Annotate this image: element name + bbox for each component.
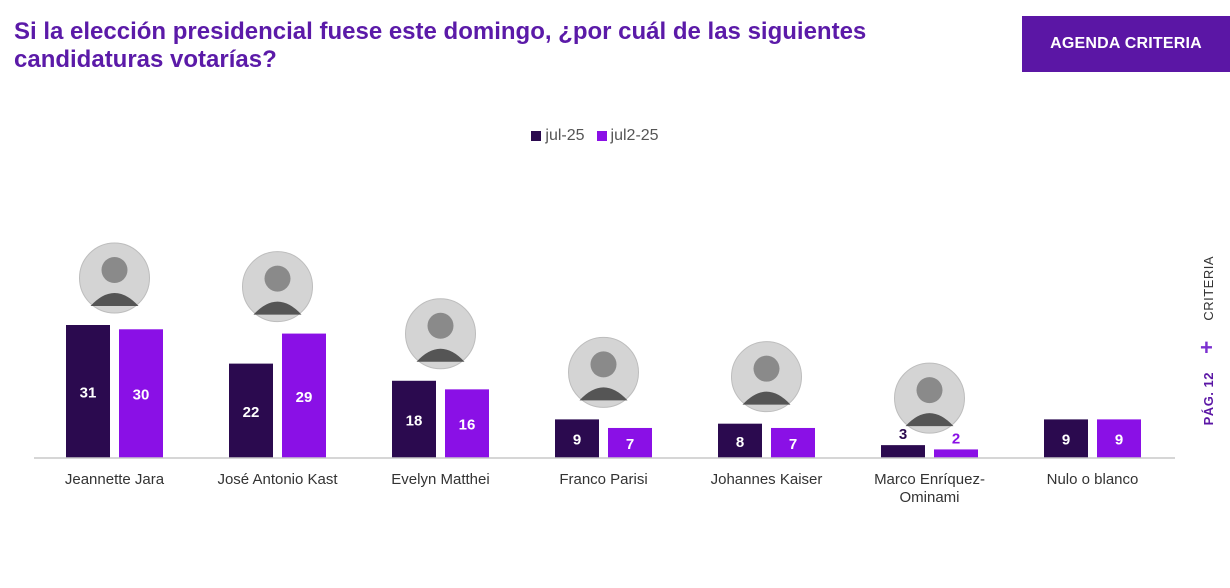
data-label-series-2-2: 16: [459, 417, 476, 434]
x-tick-label-5: Marco Enríquez-Ominami: [874, 471, 985, 506]
brand-label: AGENDA CRITERIA: [1050, 35, 1202, 52]
bar-series-2-1: [282, 333, 326, 458]
data-label-series-1-2: 18: [406, 412, 423, 429]
bar-series-1-2: [392, 380, 436, 458]
data-label-series-2-4: 7: [789, 436, 797, 453]
candidate-photo-4: [731, 341, 802, 413]
legend-swatch-series-1: [531, 131, 542, 141]
data-label-series-1-4: 8: [736, 434, 744, 451]
candidate-photo-2: [405, 298, 476, 370]
legend-swatch-series-2: [596, 131, 607, 141]
bar-series-1-4: [718, 423, 762, 458]
data-label-series-2-5: 2: [952, 430, 960, 447]
brand-badge[interactable]: AGENDA CRITERIA: [1022, 16, 1230, 72]
bar-series-2-5: [934, 449, 978, 458]
bar-series-1-3: [555, 419, 599, 458]
bar-series-2-4: [771, 427, 815, 458]
legend-item-series-2: jul2-25: [596, 127, 659, 145]
data-label-series-1-3: 9: [573, 432, 581, 449]
legend-label-series-2: jul2-25: [610, 127, 659, 144]
data-label-series-1-1: 22: [243, 404, 260, 421]
bar-series-1-5: [881, 445, 925, 458]
bar-series-2-0: [119, 329, 163, 458]
candidate-photo-5: [894, 362, 965, 434]
side-criteria-label: CRITERIA: [1201, 256, 1216, 321]
candidate-photo-0: [79, 242, 150, 314]
x-tick-label-3: Franco Parisi: [559, 471, 647, 488]
side-nav: CRITERIA + PÁG. 12: [1196, 250, 1226, 440]
page-title: Si la elección presidencial fuese este d…: [14, 18, 867, 73]
page-number-label: PÁG. 12: [1201, 372, 1216, 426]
data-label-series-1-0: 31: [80, 385, 97, 402]
bar-series-2-2: [445, 389, 489, 458]
data-label-series-1-6: 9: [1062, 432, 1070, 449]
x-tick-label-4: Johannes Kaiser: [711, 471, 823, 488]
bar-series-1-0: [66, 325, 110, 458]
x-tick-label-1: José Antonio Kast: [217, 471, 338, 488]
data-label-series-2-0: 30: [133, 387, 150, 404]
x-tick-label-6: Nulo o blanco: [1047, 471, 1139, 488]
bar-series-2-3: [608, 427, 652, 458]
bar-series-1-6: [1044, 419, 1088, 458]
bar-series-2-6: [1097, 419, 1141, 458]
data-label-series-2-3: 7: [626, 436, 634, 453]
data-label-series-2-6: 9: [1115, 432, 1123, 449]
data-label-series-1-5: 3: [899, 426, 907, 443]
legend-item-series-1: jul-25: [531, 127, 585, 145]
legend-label-series-1: jul-25: [545, 127, 585, 144]
bar-series-1-1: [229, 363, 273, 458]
candidate-photo-1: [242, 251, 313, 323]
chart-legend: jul-25 jul2-25: [0, 127, 1190, 145]
x-tick-label-2: Evelyn Matthei: [391, 471, 489, 488]
candidate-photo-3: [568, 336, 639, 408]
data-label-series-2-1: 29: [296, 389, 313, 406]
x-tick-label-0: Jeannette Jara: [65, 471, 165, 488]
plus-icon[interactable]: +: [1200, 335, 1213, 360]
